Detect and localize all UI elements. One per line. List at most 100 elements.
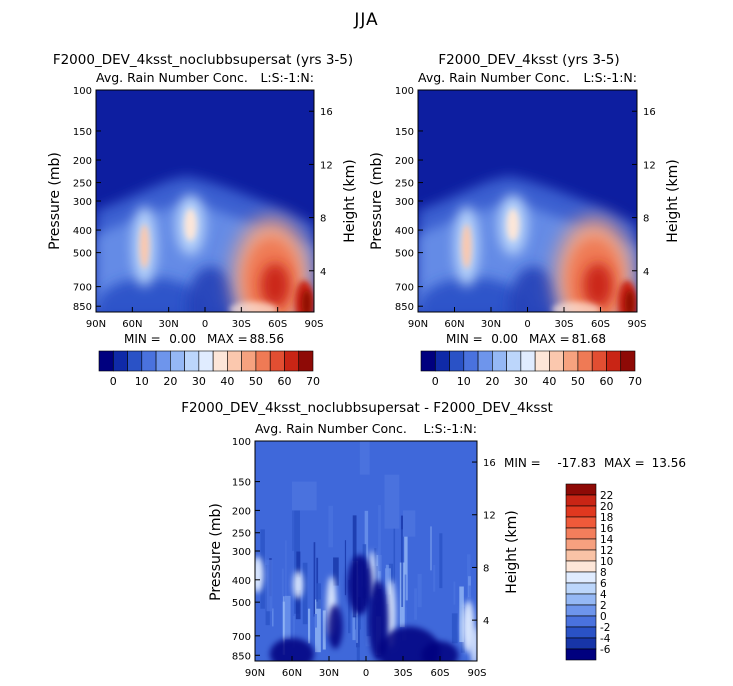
x-tick-label: 60N xyxy=(122,319,142,330)
panel-3-ylabel-right: Height (km) xyxy=(504,510,520,593)
colorbar-swatch xyxy=(565,538,597,551)
colorbar-label: 70 xyxy=(306,375,320,388)
panel-1-ylabel: Pressure (mb) xyxy=(47,152,63,250)
y-tick-label: 850 xyxy=(73,302,92,313)
colorbar-swatch xyxy=(565,615,597,628)
diff-streak xyxy=(316,557,319,602)
colorbar-swatch xyxy=(577,350,593,372)
itcz-max xyxy=(184,208,197,241)
panel-2-max-label: MAX = xyxy=(529,332,570,346)
nh-midlat-max xyxy=(461,224,472,269)
panel-2-plot-area xyxy=(418,90,637,312)
colorbar-swatch xyxy=(549,350,564,372)
colorbar-label: 0 xyxy=(432,375,439,388)
diff-block xyxy=(384,474,400,529)
panel-3-title: F2000_DEV_4ksst_noclubbsupersat - F2000_… xyxy=(181,400,553,416)
colorbar-swatch xyxy=(127,350,143,372)
colorbar-swatch xyxy=(520,350,536,372)
diff-streak xyxy=(451,613,458,644)
panel-1-max-value: 88.56 xyxy=(250,332,284,346)
colorbar-swatch xyxy=(184,350,200,372)
colorbar-label: -6 xyxy=(600,644,611,656)
colorbar-swatch xyxy=(620,350,636,372)
diff-negative-area xyxy=(347,554,373,615)
colorbar-swatch xyxy=(563,350,579,372)
diff-streak xyxy=(313,542,316,617)
y-tick-label: 150 xyxy=(395,127,414,138)
diff-streak xyxy=(404,529,408,601)
x-tick-label: 90S xyxy=(627,319,646,330)
panel-1-min-label: MIN = xyxy=(124,332,161,346)
y-tick-label: 400 xyxy=(73,226,92,237)
colorbar-label: 18 xyxy=(600,512,613,524)
diff-streak xyxy=(266,559,273,612)
y-tick-label: 700 xyxy=(73,283,92,294)
equatorial-low-band xyxy=(509,266,558,312)
diff-streak xyxy=(284,595,291,640)
diff-streak xyxy=(453,581,456,605)
panel-2-max-value: 81.68 xyxy=(572,332,606,346)
diff-negative-area xyxy=(421,641,459,661)
colorbar-label: -4 xyxy=(600,633,611,645)
panel-1-colorbar: 0 10 20 30 40 50 60 70 xyxy=(98,350,320,388)
colorbar-swatch xyxy=(241,350,257,372)
colorbar-label: 30 xyxy=(514,375,528,388)
colorbar-label: 6 xyxy=(600,578,607,590)
colorbar-swatch xyxy=(212,350,228,372)
y-tick-label: 500 xyxy=(232,598,251,609)
colorbar-label: 40 xyxy=(542,375,556,388)
colorbar-swatch xyxy=(269,350,285,372)
colorbar-swatch xyxy=(565,549,597,562)
panel-1-axes: 90N 60N 30N 0 30S 60S 90S 100 150 200 250 300 400 500… xyxy=(73,86,333,330)
colorbar-label: 2 xyxy=(600,600,607,612)
diff-negative-area xyxy=(327,604,343,649)
panel-1-min-value: 0.00 xyxy=(169,332,196,346)
colorbar-label: 40 xyxy=(220,375,234,388)
figure-title: JJA xyxy=(354,10,379,30)
y-tick-label: 250 xyxy=(232,529,251,540)
colorbar-label: 20 xyxy=(163,375,177,388)
diff-streak xyxy=(348,579,351,634)
colorbar-swatch xyxy=(591,350,607,372)
panel-3-min-label: MIN = xyxy=(504,456,541,470)
colorbar-swatch xyxy=(155,350,171,372)
colorbar-label: 10 xyxy=(457,375,471,388)
colorbar-swatch xyxy=(565,527,597,540)
panel-3-subtitle: Avg. Rain Number Conc. xyxy=(255,421,407,436)
colorbar-swatch xyxy=(463,350,479,372)
height-tick-label: 4 xyxy=(320,267,326,278)
y-tick-label: 500 xyxy=(73,249,92,260)
y-tick-label: 200 xyxy=(395,156,414,167)
diff-streak xyxy=(292,507,294,551)
panel-2-min-value: 0.00 xyxy=(491,332,518,346)
y-tick-label: 700 xyxy=(232,632,251,643)
colorbar-swatch xyxy=(227,350,242,372)
nh-midlat-max xyxy=(139,224,150,269)
low-level-band xyxy=(418,277,528,312)
x-tick-label: 60S xyxy=(591,319,610,330)
panel-1-subtitle: Avg. Rain Number Conc. xyxy=(96,70,248,85)
diff-negative-area xyxy=(269,638,315,661)
x-tick-label: 30N xyxy=(319,668,339,679)
colorbar-swatch xyxy=(565,483,597,496)
y-tick-label: 500 xyxy=(395,249,414,260)
colorbar-swatch xyxy=(565,626,597,639)
x-tick-label: 60N xyxy=(282,668,302,679)
colorbar-label: 22 xyxy=(600,490,613,502)
panel-1-corner-label: L:S:-1:N: xyxy=(260,70,314,85)
sh-midlat-core xyxy=(260,263,290,308)
low-level-band xyxy=(96,277,205,312)
diff-streak xyxy=(285,540,287,600)
colorbar-swatch xyxy=(565,604,597,617)
diff-positive-spot xyxy=(255,556,264,593)
colorbar-swatch xyxy=(565,560,597,573)
height-tick-label: 12 xyxy=(320,160,333,171)
y-tick-label: 400 xyxy=(232,576,251,587)
height-tick-label: 4 xyxy=(483,616,489,627)
panel-2-ylabel: Pressure (mb) xyxy=(369,152,385,250)
x-tick-label: 90N xyxy=(86,319,106,330)
panel-3-max-value: 13.56 xyxy=(652,456,686,470)
colorbar-swatch xyxy=(434,350,450,372)
